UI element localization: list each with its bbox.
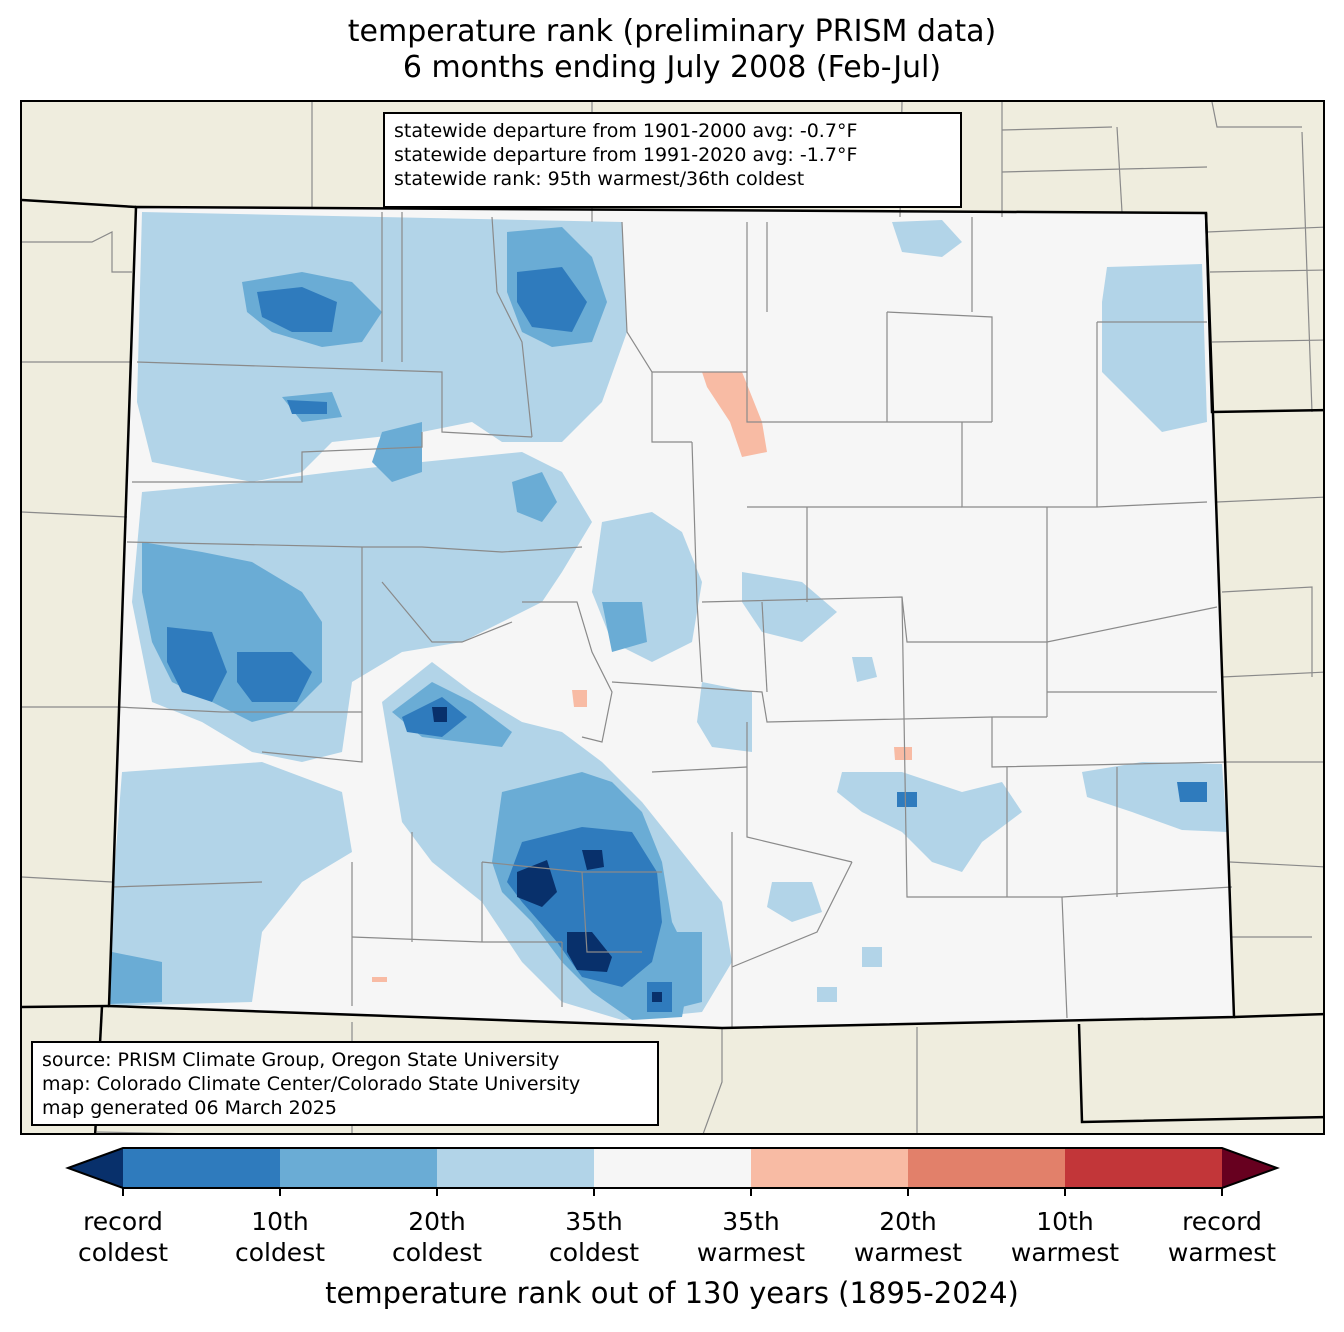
colorbar-segment <box>751 1148 909 1188</box>
colorbar-tick-label: 35th warmest <box>671 1206 831 1268</box>
colorado-map <box>22 102 1323 1133</box>
tick-label-line-2: warmest <box>1167 1238 1277 1267</box>
tick-label-line-1: 20th <box>879 1207 937 1236</box>
colorbar-tick-label: 10th coldest <box>200 1206 360 1268</box>
colorbar-tick-label: 35th coldest <box>514 1206 674 1268</box>
stats-line-2: statewide departure from 1991-2020 avg: … <box>394 144 858 166</box>
colorbar <box>65 1147 1280 1196</box>
map-panel <box>20 100 1325 1135</box>
source-line-3: map generated 06 March 2025 <box>42 1097 337 1119</box>
tick-label-line-1: 20th <box>408 1207 466 1236</box>
colorbar-segment <box>280 1148 438 1188</box>
stats-line-1: statewide departure from 1901-2000 avg: … <box>394 120 858 142</box>
colorbar-segment <box>123 1148 281 1188</box>
tick-label-line-2: warmest <box>853 1238 963 1267</box>
colorbar-segment <box>437 1148 595 1188</box>
tick-label-line-1: 35th <box>722 1207 780 1236</box>
tick-label-line-1: record <box>1182 1207 1262 1236</box>
colorbar-extend-coldest <box>68 1148 123 1188</box>
colorbar-segment <box>594 1148 752 1188</box>
tick-label-line-1: 10th <box>1036 1207 1094 1236</box>
tick-label-line-2: warmest <box>1010 1238 1120 1267</box>
tick-label-line-2: coldest <box>391 1238 483 1267</box>
title-line-2: 6 months ending July 2008 (Feb-Jul) <box>402 50 942 85</box>
colorbar-segment <box>908 1148 1066 1188</box>
source-box: source: PRISM Climate Group, Oregon Stat… <box>31 1041 659 1126</box>
stats-line-3: statewide rank: 95th warmest/36th coldes… <box>394 168 805 190</box>
colorbar-extend-warmest <box>1222 1148 1277 1188</box>
colorbar-segment <box>1065 1148 1223 1188</box>
tick-label-line-2: coldest <box>77 1238 169 1267</box>
colorbar-tick-label: 20th coldest <box>357 1206 517 1268</box>
source-line-1: source: PRISM Climate Group, Oregon Stat… <box>42 1049 560 1071</box>
tick-label-line-2: coldest <box>234 1238 326 1267</box>
title-line-1: temperature rank (preliminary PRISM data… <box>347 14 997 49</box>
tick-label-line-2: coldest <box>548 1238 640 1267</box>
colorbar-tick-label: 10th warmest <box>985 1206 1145 1268</box>
rank-shading <box>110 212 1227 1020</box>
map-title: temperature rank (preliminary PRISM data… <box>0 14 1344 86</box>
colorbar-label: temperature rank out of 130 years (1895-… <box>325 1276 1019 1310</box>
tick-label-line-1: 10th <box>251 1207 309 1236</box>
band-record-coldest <box>432 707 662 1002</box>
tick-label-line-1: record <box>83 1207 163 1236</box>
tick-label-line-2: warmest <box>696 1238 806 1267</box>
tick-label-line-1: 35th <box>565 1207 623 1236</box>
band-35th-warmest <box>372 372 912 982</box>
colorbar-tick-label: record warmest <box>1142 1206 1302 1268</box>
colorbar-tick-label: 20th warmest <box>828 1206 988 1268</box>
statewide-stats-box: statewide departure from 1901-2000 avg: … <box>383 112 962 208</box>
source-line-2: map: Colorado Climate Center/Colorado St… <box>42 1073 581 1095</box>
colorbar-tick-label: record coldest <box>43 1206 203 1268</box>
colorado-border <box>107 205 1236 1030</box>
